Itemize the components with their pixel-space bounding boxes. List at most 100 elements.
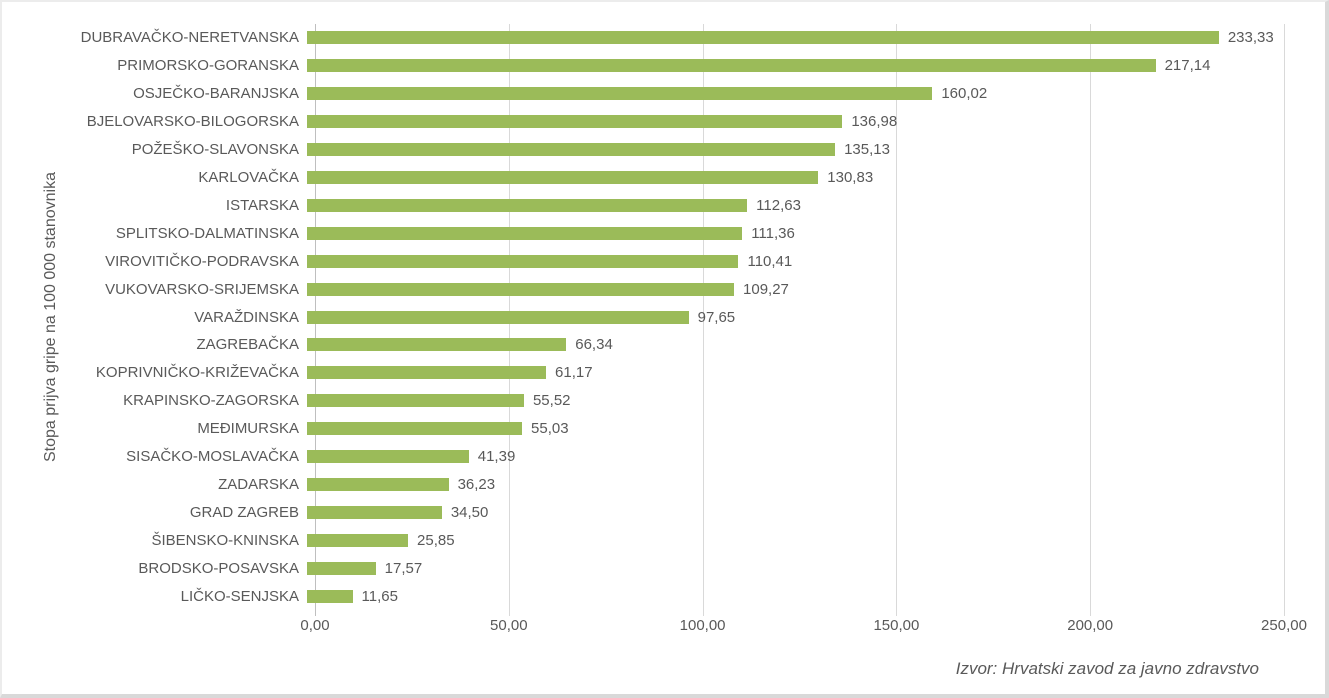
value-label: 55,52 [532,392,571,410]
category-label: VARAŽDINSKA [194,308,299,326]
x-axis-tick-label: 100,00 [679,617,726,634]
bar [307,338,567,352]
bar-track: 34,50 [307,498,1284,526]
bar-row: VIROVITIČKO-PODRAVSKA 110,41 [2,247,1284,275]
bar-track: 17,57 [307,554,1284,582]
value-label: 109,27 [743,280,789,298]
bar-row: VUKOVARSKO-SRIJEMSKA 109,27 [2,275,1284,303]
bar-row: LIČKO-SENJSKA 11,65 [2,582,1284,610]
bar [307,310,689,324]
bar-track: 11,65 [307,582,1284,610]
bar-row: SISAČKO-MOSLAVAČKA 41,39 [2,443,1284,471]
bar-track: 217,14 [307,52,1284,80]
value-label: 25,85 [417,531,455,549]
value-label: 110,41 [747,252,793,270]
category-label: VIROVITIČKO-PODRAVSKA [105,252,299,270]
x-axis-tick-label: 150,00 [873,617,920,634]
category-label: BRODSKO-POSAVSKA [138,559,299,577]
bar-row: KOPRIVNIČKO-KRIŽEVAČKA 61,17 [2,359,1284,387]
gridline [1284,24,1285,616]
source-note: Izvor: Hrvatski zavod za javno zdravstvo [955,659,1259,678]
value-label: 233,33 [1227,29,1274,47]
value-label: 136,98 [851,113,898,131]
bar-track: 36,23 [307,471,1284,499]
bar [307,31,1219,45]
gridline [702,24,704,616]
bar-track: 109,27 [307,275,1284,303]
bar-row: BJELOVARSKO-BILOGORSKA 136,98 [2,108,1284,136]
bar [307,394,524,408]
value-label: 135,13 [844,141,890,159]
bar-track: 136,98 [307,108,1284,136]
category-label: ZAGREBAČKA [196,336,299,354]
gridline [896,24,898,616]
value-label: 217,14 [1164,57,1211,75]
category-label: SISAČKO-MOSLAVAČKA [126,448,299,466]
bar [307,561,376,575]
category-label: MEĐIMURSKA [197,420,299,438]
bar-track: 130,83 [307,164,1284,192]
value-label: 55,03 [531,420,569,438]
bar [307,254,739,268]
bar-row: OSJEČKO-BARANJSKA 160,02 [2,80,1284,108]
x-axis-tick-label: 200,00 [1067,617,1114,634]
bar-track: 111,36 [307,219,1284,247]
x-axis: 0,00 50,00 100,00 150,00 200,00 250,00 [300,617,1307,637]
category-label: OSJEČKO-BARANJSKA [133,85,299,103]
bar [307,422,523,436]
bar [307,533,409,547]
bar-track: 41,39 [307,443,1284,471]
bar-row: SPLITSKO-DALMATINSKA 111,36 [2,219,1284,247]
value-label: 41,39 [477,448,516,466]
bar-row: ISTARSKA 112,63 [2,191,1284,219]
x-axis-tick-label: 0,00 [300,617,330,634]
value-label: 111,36 [751,224,795,242]
bar [307,115,843,129]
bar-row: DUBRAVAČKO-NERETVANSKA 233,33 [2,24,1284,52]
category-label: KARLOVAČKA [198,168,299,186]
x-axis-tick-label: 250,00 [1261,617,1307,634]
bar-track: 110,41 [307,247,1284,275]
category-label: DUBRAVAČKO-NERETVANSKA [80,29,299,47]
bar-track: 55,03 [307,415,1284,443]
value-label: 130,83 [827,168,874,186]
bar-row: GRAD ZAGREB 34,50 [2,498,1284,526]
category-label: POŽEŠKO-SLAVONSKA [131,141,299,159]
bar [307,198,748,212]
bar [307,589,353,603]
bar-track: 66,34 [307,331,1284,359]
bar [307,450,469,464]
category-label: PRIMORSKO-GORANSKA [117,57,299,75]
bar [307,87,933,101]
bar-track: 61,17 [307,359,1284,387]
bar [307,143,836,157]
value-label: 17,57 [384,559,423,577]
bar [307,226,743,240]
category-label: VUKOVARSKO-SRIJEMSKA [105,280,299,298]
category-label: LIČKO-SENJSKA [180,587,299,605]
bar-track: 160,02 [307,80,1284,108]
bar-row: PRIMORSKO-GORANSKA 217,14 [2,52,1284,80]
bar [307,59,1156,73]
bar-track: 233,33 [307,24,1284,52]
category-label: SPLITSKO-DALMATINSKA [115,224,299,242]
value-label: 11,65 [361,587,398,605]
value-label: 97,65 [697,308,736,326]
category-label: ŠIBENSKO-KNINSKA [151,531,299,549]
bar-row: ŠIBENSKO-KNINSKA 25,85 [2,526,1284,554]
category-label: KRAPINSKO-ZAGORSKA [123,392,299,410]
bar-row: VARAŽDINSKA 97,65 [2,303,1284,331]
bar-row: KRAPINSKO-ZAGORSKA 55,52 [2,387,1284,415]
category-label: ZADARSKA [218,475,299,493]
bar [307,282,735,296]
value-label: 66,34 [575,336,613,354]
bar-track: 135,13 [307,136,1284,164]
bar-row: BRODSKO-POSAVSKA 17,57 [2,554,1284,582]
value-label: 112,63 [756,196,801,214]
bar [307,170,819,184]
bar [307,366,547,380]
bar-track: 25,85 [307,526,1284,554]
x-axis-tick-label: 50,00 [490,617,528,634]
category-label: BJELOVARSKO-BILOGORSKA [86,113,299,131]
